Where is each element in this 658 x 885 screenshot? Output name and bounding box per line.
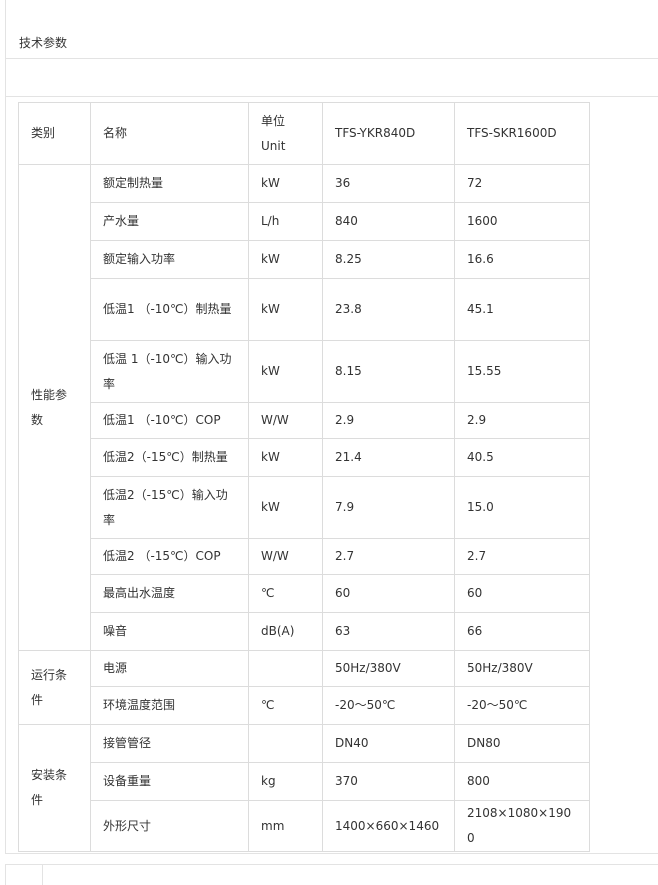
name-cell: 低温2 （-15℃）COP xyxy=(90,538,249,575)
name-cell: 低温1 （-10℃）COP xyxy=(90,402,249,439)
table-row: 外形尺寸 mm 1400×660×1460 2108×1080×1900 xyxy=(19,800,590,852)
header-name: 名称 xyxy=(90,102,249,165)
header-category: 类别 xyxy=(18,102,91,165)
unit-cell: mm xyxy=(248,800,323,852)
header-unit-cn: 单位 xyxy=(261,113,286,128)
v1-cell: 23.8 xyxy=(322,278,455,341)
v2-cell: 15.55 xyxy=(454,340,590,403)
v2-cell: 50Hz/380V xyxy=(454,650,590,687)
name-cell: 接管管径 xyxy=(90,724,249,763)
v2-cell: 1600 xyxy=(454,202,590,241)
v2-cell: 72 xyxy=(454,164,590,203)
unit-cell: kW xyxy=(248,240,323,279)
category-cell: 性能参数 xyxy=(18,164,91,651)
name-cell: 环境温度范围 xyxy=(90,686,249,725)
v2-cell: DN80 xyxy=(454,724,590,763)
v2-cell: 15.0 xyxy=(454,476,590,539)
section-header: 技术参数 xyxy=(6,0,658,59)
content-panel: 技术参数 xyxy=(5,0,658,854)
name-cell: 低温2（-15℃）输入功率 xyxy=(90,476,249,539)
header-model1: TFS-YKR840D xyxy=(322,102,455,165)
table-row: 产水量 L/h 840 1600 xyxy=(19,202,590,241)
v1-cell: 1400×660×1460 xyxy=(322,800,455,852)
name-cell: 低温2（-15℃）制热量 xyxy=(90,438,249,477)
unit-cell: dB(A) xyxy=(248,612,323,651)
unit-cell xyxy=(248,650,323,687)
table-header-row: 类别 名称 单位 Unit TFS-YKR840D TFS-SKR1600D xyxy=(18,102,590,165)
unit-cell: L/h xyxy=(248,202,323,241)
v1-cell: 2.7 xyxy=(322,538,455,575)
v1-cell: 8.15 xyxy=(322,340,455,403)
blank-section xyxy=(6,59,658,97)
v2-cell: 66 xyxy=(454,612,590,651)
v1-cell: 2.9 xyxy=(322,402,455,439)
name-cell: 最高出水温度 xyxy=(90,574,249,613)
table-row: 运行条件 电源 50Hz/380V 50Hz/380V xyxy=(18,650,590,725)
header-unit-en: Unit xyxy=(261,138,286,153)
v1-cell: 7.9 xyxy=(322,476,455,539)
unit-cell: kW xyxy=(248,340,323,403)
header-unit: 单位 Unit xyxy=(248,102,323,165)
v1-cell: 21.4 xyxy=(322,438,455,477)
table-row: 低温1 （-10℃）COP W/W 2.9 2.9 xyxy=(19,402,590,439)
v2-cell: 40.5 xyxy=(454,438,590,477)
name-cell: 低温1 （-10℃）制热量 xyxy=(90,278,249,341)
category-cell: 运行条件 xyxy=(18,650,91,725)
table-row: 性能参数 额定制热量 kW 36 72 xyxy=(18,164,590,651)
v2-cell: 2.9 xyxy=(454,402,590,439)
name-cell: 外形尺寸 xyxy=(90,800,249,852)
unit-cell: ℃ xyxy=(248,686,323,725)
name-cell: 噪音 xyxy=(90,612,249,651)
table-row: 噪音 dB(A) 63 66 xyxy=(19,612,590,651)
v2-cell: 2108×1080×1900 xyxy=(454,800,590,852)
v1-cell: 36 xyxy=(322,164,455,203)
divider xyxy=(42,865,43,885)
table-row: 额定输入功率 kW 8.25 16.6 xyxy=(19,240,590,279)
unit-cell: kW xyxy=(248,438,323,477)
table-row: 低温2 （-15℃）COP W/W 2.7 2.7 xyxy=(19,538,590,575)
v1-cell: 370 xyxy=(322,762,455,801)
header-model2: TFS-SKR1600D xyxy=(454,102,590,165)
v2-cell: 800 xyxy=(454,762,590,801)
v1-cell: -20～50℃ xyxy=(322,686,455,725)
v2-cell: 16.6 xyxy=(454,240,590,279)
unit-cell: W/W xyxy=(248,538,323,575)
table-row: 低温2（-15℃）制热量 kW 21.4 40.5 xyxy=(19,438,590,477)
table-row: 低温1 （-10℃）制热量 kW 23.8 45.1 xyxy=(19,278,590,341)
table-row: 低温2（-15℃）输入功率 kW 7.9 15.0 xyxy=(19,476,590,539)
name-cell: 设备重量 xyxy=(90,762,249,801)
unit-cell: kW xyxy=(248,476,323,539)
v2-cell: 2.7 xyxy=(454,538,590,575)
v2-cell: -20～50℃ xyxy=(454,686,590,725)
unit-cell xyxy=(248,724,323,763)
name-cell: 额定输入功率 xyxy=(90,240,249,279)
unit-cell: kg xyxy=(248,762,323,801)
name-cell: 产水量 xyxy=(90,202,249,241)
v1-cell: DN40 xyxy=(322,724,455,763)
unit-cell: kW xyxy=(248,278,323,341)
unit-cell: kW xyxy=(248,164,323,203)
v1-cell: 50Hz/380V xyxy=(322,650,455,687)
unit-cell: ℃ xyxy=(248,574,323,613)
table-row: 安装条件 接管管径 DN40 DN80 xyxy=(18,724,590,852)
section-title: 技术参数 xyxy=(19,36,68,50)
v1-cell: 8.25 xyxy=(322,240,455,279)
v1-cell: 840 xyxy=(322,202,455,241)
table-row: 设备重量 kg 370 800 xyxy=(19,762,590,801)
table-row: 最高出水温度 ℃ 60 60 xyxy=(19,574,590,613)
name-cell: 电源 xyxy=(90,650,249,687)
table-row: 低温 1（-10℃）输入功率 kW 8.15 15.55 xyxy=(19,340,590,403)
v1-cell: 60 xyxy=(322,574,455,613)
spec-table: 类别 名称 单位 Unit TFS-YKR840D TFS-SKR1600D 性能… xyxy=(18,102,590,852)
table-row: 环境温度范围 ℃ -20～50℃ -20～50℃ xyxy=(19,686,590,725)
category-cell: 安装条件 xyxy=(18,724,91,852)
v2-cell: 45.1 xyxy=(454,278,590,341)
v1-cell: 63 xyxy=(322,612,455,651)
v2-cell: 60 xyxy=(454,574,590,613)
name-cell: 额定制热量 xyxy=(90,164,249,203)
unit-cell: W/W xyxy=(248,402,323,439)
name-cell: 低温 1（-10℃）输入功率 xyxy=(90,340,249,403)
